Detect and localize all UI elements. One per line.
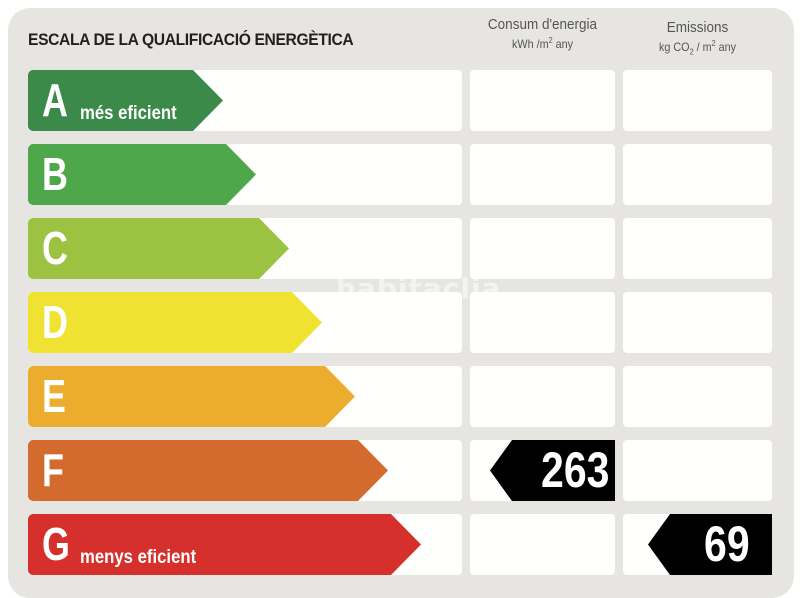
emissions-cell-c [623, 218, 772, 279]
consumption-cell-e [470, 366, 615, 427]
consumption-cell-c [470, 218, 615, 279]
consumption-cell-d [470, 292, 615, 353]
rating-letter: D [42, 296, 68, 348]
rating-letter: C [42, 222, 68, 274]
scale-title: ESCALA DE LA QUALIFICACIÓ ENERGÈTICA [28, 30, 354, 49]
emissions-header: Emissions kg CO2 / m2 any [623, 19, 772, 56]
rating-letter: G [42, 518, 70, 570]
consumption-value-tag: 263 [490, 440, 615, 501]
rating-note: més eficient [80, 103, 177, 124]
rating-letter: F [42, 444, 64, 496]
rating-arrow-d: D [28, 292, 322, 353]
consumption-cell-b [470, 144, 615, 205]
consumption-value: 263 [540, 442, 609, 498]
consumption-header: Consum d'energia kWh /m2 any [470, 16, 615, 51]
rating-arrow-c: C [28, 218, 289, 279]
rating-arrow-f: F [28, 440, 388, 501]
rating-arrow-b: B [28, 144, 256, 205]
emissions-cell-d [623, 292, 772, 353]
rating-note: menys eficient [80, 547, 197, 568]
consumption-cell-g [470, 514, 615, 575]
consumption-cell-a [470, 70, 615, 131]
rating-arrow-e: E [28, 366, 355, 427]
emissions-value: 69 [704, 516, 750, 572]
emissions-cell-a [623, 70, 772, 131]
watermark: habitaclia [336, 272, 502, 305]
consumption-header-label: Consum d'energia [487, 16, 598, 33]
rating-letter: E [42, 370, 66, 422]
emissions-cell-b [623, 144, 772, 205]
consumption-unit: kWh /m2 any [511, 36, 574, 51]
emissions-cell-e [623, 366, 772, 427]
rating-letter: B [42, 148, 68, 200]
emissions-cell-f [623, 440, 772, 501]
rating-letter: A [42, 74, 68, 126]
emissions-unit: kg CO2 / m2 any [658, 39, 737, 57]
emissions-value-tag: 69 [648, 514, 772, 575]
emissions-header-label: Emissions [666, 19, 729, 36]
